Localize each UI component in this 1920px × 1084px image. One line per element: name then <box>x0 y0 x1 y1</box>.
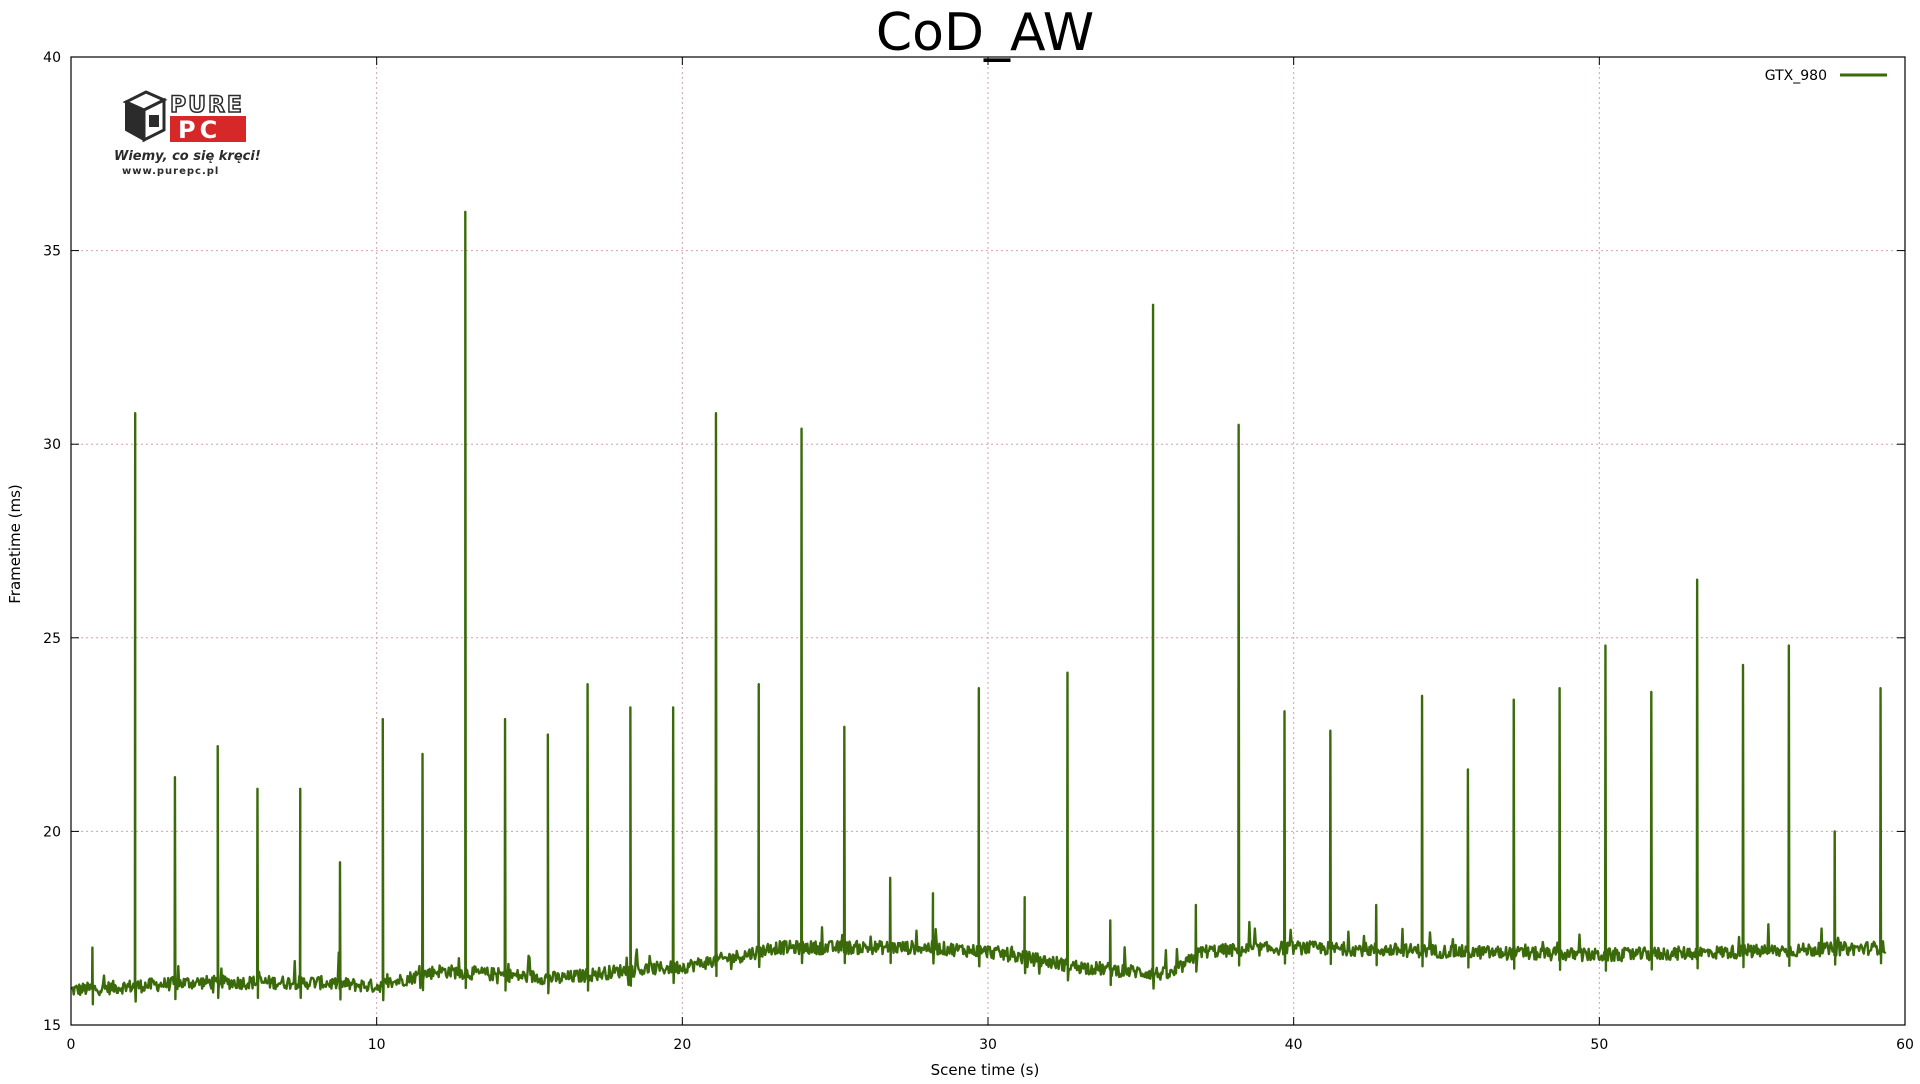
y-axis-label: Frametime (ms) <box>6 484 24 604</box>
y-tick-label: 25 <box>43 631 61 647</box>
x-tick-label: 60 <box>1896 1037 1914 1053</box>
x-tick-label: 0 <box>67 1037 76 1053</box>
logo-slogan: Wiemy, co się kręci! <box>114 149 261 164</box>
logo-word-bottom: PC <box>178 116 221 144</box>
logo-url: www.purepc.pl <box>122 166 219 177</box>
y-tick-label: 30 <box>43 437 61 453</box>
legend-label-gtx-980: GTX_980 <box>1765 68 1827 84</box>
chart-title: CoD_AW <box>876 3 1094 63</box>
y-tick-label: 20 <box>43 824 61 840</box>
x-axis-label: Scene time (s) <box>931 1061 1040 1079</box>
x-tick-label: 20 <box>673 1037 691 1053</box>
logo-word-top: PURE <box>170 93 244 118</box>
x-tick-label: 40 <box>1285 1037 1303 1053</box>
y-tick-label: 40 <box>43 50 61 66</box>
x-tick-label: 50 <box>1590 1037 1608 1053</box>
x-tick-label: 10 <box>368 1037 386 1053</box>
y-tick-label: 35 <box>43 244 61 260</box>
purepc-box-icon <box>126 92 164 140</box>
x-tick-label: 30 <box>979 1037 997 1053</box>
y-tick-label: 15 <box>43 1018 61 1034</box>
